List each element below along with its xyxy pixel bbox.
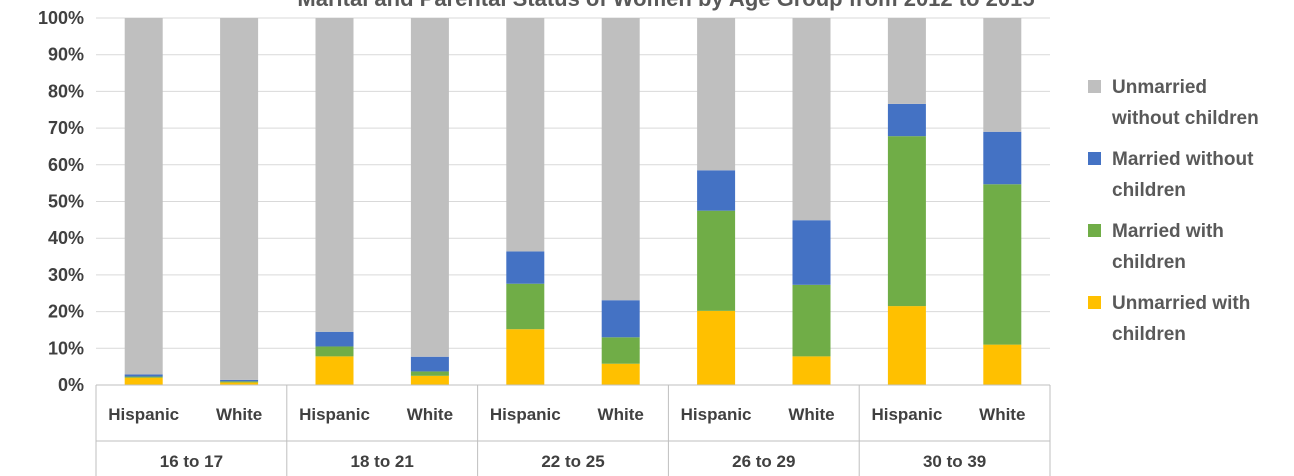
bar-segment [697,18,736,171]
bar-segment [887,306,926,385]
bars [124,18,1022,385]
bar-segment [410,375,449,385]
bar-segment [792,220,831,285]
bar-segment [124,18,163,375]
bar-segment [506,329,545,385]
bar-segment [506,251,545,284]
category-label: White [407,405,453,424]
bar-segment [792,18,831,221]
bar-segment [506,18,545,252]
bar-segment [792,356,831,385]
bar-segment [983,18,1022,132]
category-label: Hispanic [108,405,179,424]
category-label: Hispanic [681,405,752,424]
legend-swatch [1088,296,1101,309]
group-label: 22 to 25 [541,452,604,471]
bar-segment [315,331,354,347]
bar-segment [983,344,1022,385]
legend-label: Unmarried with [1112,293,1250,314]
y-tick-label: 70% [48,118,84,138]
y-tick-label: 80% [48,81,84,101]
y-tick-label: 90% [48,45,84,65]
bar-segment [315,356,354,385]
y-tick-label: 40% [48,228,84,248]
bar-segment [220,18,259,380]
bar-segment [887,18,926,104]
bar-segment [697,210,736,311]
bar-segment [792,284,831,357]
y-tick-label: 20% [48,302,84,322]
legend-label: children [1112,252,1186,273]
legend: Unmarried without children Married without… [1088,77,1259,345]
bar-segment [410,371,449,376]
legend-swatch [1088,224,1101,237]
bar-segment [697,170,736,211]
legend-label: Unmarried [1112,77,1207,98]
legend-label: without children [1111,108,1259,129]
bar-segment [410,356,449,372]
bar-segment [315,346,354,357]
category-label: White [598,405,644,424]
bar-segment [601,337,640,364]
bar-segment [887,103,926,137]
bar-segment [887,136,926,307]
y-tick-label: 0% [58,375,84,395]
bar-segment [983,184,1022,345]
y-tick-label: 100% [38,8,84,28]
bar-segment [220,379,259,382]
y-tick-label: 10% [48,338,84,358]
group-label: 18 to 21 [351,452,414,471]
legend-label: children [1112,324,1186,345]
group-label: 16 to 17 [160,452,223,471]
y-axis: 0% 10% 20% 30% 40% 50% 60% 70% 80% 90% 100% [38,8,84,395]
category-label: Hispanic [490,405,561,424]
bar-segment [220,382,259,385]
bar-segment [410,18,449,357]
legend-swatch [1088,80,1101,93]
legend-label: Married with [1112,221,1224,242]
legend-label: Married without [1112,149,1254,170]
chart-title: Marital and Parental Status of Women by … [297,0,1034,11]
bar-segment [601,18,640,301]
bar-segment [601,363,640,385]
bar-segment [220,381,259,383]
group-label: 26 to 29 [732,452,795,471]
category-label: Hispanic [871,405,942,424]
bar-segment [315,18,354,332]
y-tick-label: 30% [48,265,84,285]
category-label: White [216,405,262,424]
bar-segment [983,131,1022,185]
bar-segment [506,283,545,330]
bar-segment [601,300,640,338]
bar-segment [124,377,163,385]
category-label: Hispanic [299,405,370,424]
bar-segment [124,374,163,377]
category-label: White [979,405,1025,424]
x-axis: Hispanic White 16 to 17 Hispanic White 18 to … [95,384,1051,476]
legend-label: children [1112,180,1186,201]
y-tick-label: 50% [48,192,84,212]
category-label: White [788,405,834,424]
bar-segment [124,376,163,378]
y-tick-label: 60% [48,155,84,175]
bar-segment [697,310,736,385]
group-label: 30 to 39 [923,452,986,471]
legend-swatch [1088,152,1101,165]
